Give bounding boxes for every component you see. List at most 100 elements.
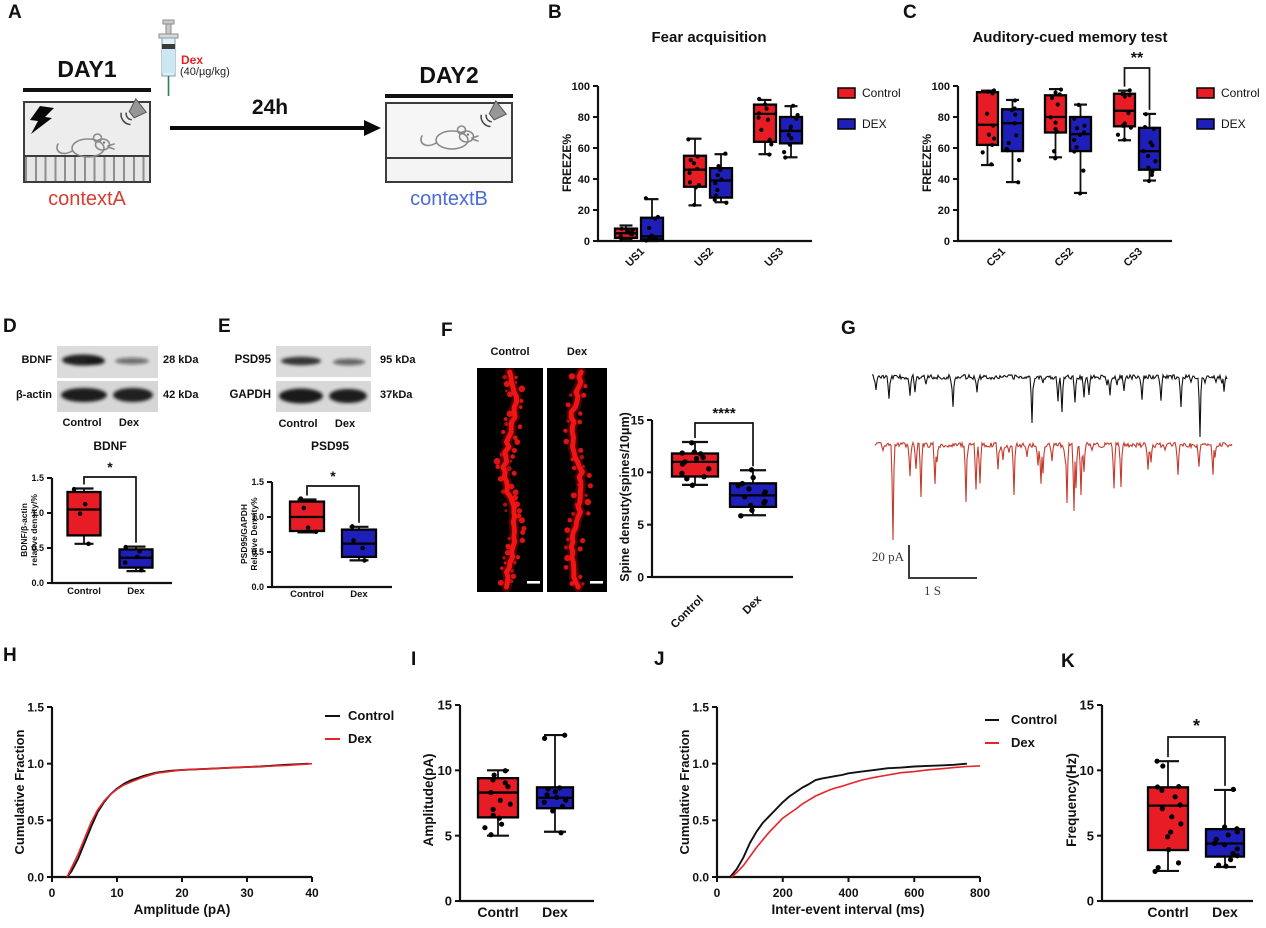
chart-C: Auditory-cued memory test 0 20 40 60 80 100 FRE…	[920, 29, 1260, 269]
svg-text:40: 40	[305, 886, 319, 900]
svg-text:DEX: DEX	[862, 117, 887, 131]
gapdh-size-label: 37kDa	[380, 389, 413, 401]
panel-label-b: B	[548, 2, 562, 23]
svg-text:5: 5	[1087, 828, 1094, 843]
dex-dose-label: (40/µg/kg)	[180, 66, 230, 78]
svg-text:5: 5	[637, 518, 644, 532]
bactin-row-label: β-actin	[15, 389, 52, 401]
panel-label-d: D	[3, 316, 17, 337]
chart-K: 0 5 10 15 Frequency(Hz) Contrl Dex *	[1064, 698, 1253, 920]
gapdh-blot-membrane	[276, 381, 371, 412]
svg-text:BDNF: BDNF	[93, 439, 126, 453]
svg-text:0.5: 0.5	[27, 814, 44, 828]
svg-text:Inter-event interval (ms): Inter-event interval (ms)	[771, 902, 924, 917]
svg-text:0: 0	[49, 886, 56, 900]
panel-label-k: K	[1061, 651, 1075, 672]
svg-text:Dex: Dex	[348, 731, 373, 746]
psd95-blot-membrane	[276, 346, 371, 377]
day1-title: DAY1	[57, 56, 117, 82]
svg-text:Control: Control	[290, 589, 324, 600]
svg-text:CS1: CS1	[984, 246, 1008, 270]
svg-text:Control: Control	[1221, 86, 1260, 100]
svg-text:0.0: 0.0	[31, 578, 44, 588]
svg-text:Fear acquisition: Fear acquisition	[651, 29, 766, 46]
psd95-size-label: 95 kDa	[380, 354, 416, 366]
svg-text:20: 20	[578, 205, 590, 217]
svg-text:800: 800	[970, 886, 990, 900]
dendrite-control-label: Control	[490, 346, 530, 358]
svg-text:US3: US3	[762, 246, 786, 270]
bactin-blot-membrane	[57, 381, 158, 412]
svg-text:****: ****	[712, 405, 736, 422]
svg-text:*: *	[1193, 716, 1200, 736]
svg-text:Spine densuty(spines/10μm): Spine densuty(spines/10μm)	[618, 412, 632, 582]
svg-text:80: 80	[578, 112, 590, 124]
svg-text:20: 20	[938, 205, 950, 217]
dex-drug-label: Dex	[181, 53, 204, 67]
svg-text:DEX: DEX	[1221, 117, 1246, 131]
scalebar-lines	[908, 545, 977, 579]
panel-label-i: I	[411, 649, 417, 670]
svg-text:1.0: 1.0	[692, 757, 709, 771]
svg-text:0.0: 0.0	[692, 870, 709, 884]
svg-text:Relative Density%: Relative Density%	[249, 497, 259, 571]
svg-text:10: 10	[438, 763, 452, 778]
syringe-icon	[158, 19, 179, 96]
svg-text:Dex: Dex	[542, 904, 568, 920]
dendrite-image-dex	[547, 368, 607, 592]
svg-text:1.5: 1.5	[31, 473, 44, 483]
blot-e-lane-dex: Dex	[334, 418, 356, 430]
svg-text:0.0: 0.0	[251, 582, 264, 592]
dendrite-dex-label: Dex	[566, 346, 588, 358]
panel-label-h: H	[3, 645, 17, 666]
svg-text:US2: US2	[692, 246, 716, 270]
chart-I: 0 5 10 15 Amplitude(pA) Contrl Dex	[421, 698, 594, 920]
svg-text:CS3: CS3	[1121, 246, 1145, 270]
svg-text:Amplitude(pA): Amplitude(pA)	[421, 754, 436, 847]
svg-text:Dex: Dex	[350, 589, 368, 600]
bdnf-blot-membrane	[57, 346, 158, 378]
panel-label-f: F	[441, 320, 453, 341]
context-a-box	[23, 101, 151, 183]
day2-underline	[385, 94, 513, 98]
svg-text:1.0: 1.0	[31, 508, 44, 518]
svg-text:BDNF/β-actin: BDNF/β-actin	[19, 503, 29, 557]
plain-floor	[387, 157, 511, 181]
svg-text:PSD95: PSD95	[311, 439, 349, 453]
svg-text:0: 0	[637, 570, 644, 584]
svg-text:1.5: 1.5	[692, 700, 709, 714]
svg-text:5: 5	[445, 828, 452, 843]
blot-e-lane-control: Control	[278, 418, 318, 430]
svg-text:0.5: 0.5	[692, 814, 709, 828]
scalebar-pa-label: 20 pA	[871, 549, 904, 564]
svg-text:US1: US1	[623, 246, 647, 270]
svg-text:**: **	[1131, 50, 1144, 67]
svg-text:10: 10	[110, 886, 124, 900]
svg-text:1.0: 1.0	[251, 512, 264, 522]
svg-text:15: 15	[631, 413, 645, 427]
svg-text:Dex: Dex	[127, 586, 145, 597]
svg-text:Frequency(Hz): Frequency(Hz)	[1064, 753, 1079, 847]
svg-text:Auditory-cued memory test: Auditory-cued memory test	[972, 29, 1167, 46]
svg-text:Control: Control	[1011, 712, 1057, 727]
panel-label-j: J	[654, 649, 665, 670]
svg-text:Dex: Dex	[1011, 735, 1036, 750]
svg-text:*: *	[330, 468, 336, 484]
svg-text:80: 80	[938, 112, 950, 124]
chart-H: 0.0 0.5 1.0 1.5 0 10 20 30 40 Amplitude (pA) Cumul…	[12, 700, 394, 917]
bdnf-row-label: BDNF	[21, 354, 52, 366]
scalebar-s-label: 1 S	[924, 583, 941, 598]
chart-B: Fear acquisition 0 20 40 60 80 100 FREEZE% US1 US…	[560, 29, 901, 269]
svg-text:Control: Control	[348, 708, 394, 723]
svg-text:*: *	[107, 459, 113, 475]
svg-text:Cumulative Fraction: Cumulative Fraction	[12, 729, 27, 854]
svg-text:Control: Control	[669, 594, 706, 631]
dendrite-image-control	[477, 368, 543, 592]
trace-control	[871, 372, 1228, 438]
svg-text:40: 40	[938, 174, 950, 186]
chart-D: BDNF 0.0 0.5 1.0 1.5 BDNF/β-actin relative den…	[19, 439, 172, 597]
gapdh-row-label: GAPDH	[229, 389, 271, 401]
bactin-size-label: 42 kDa	[163, 389, 199, 401]
